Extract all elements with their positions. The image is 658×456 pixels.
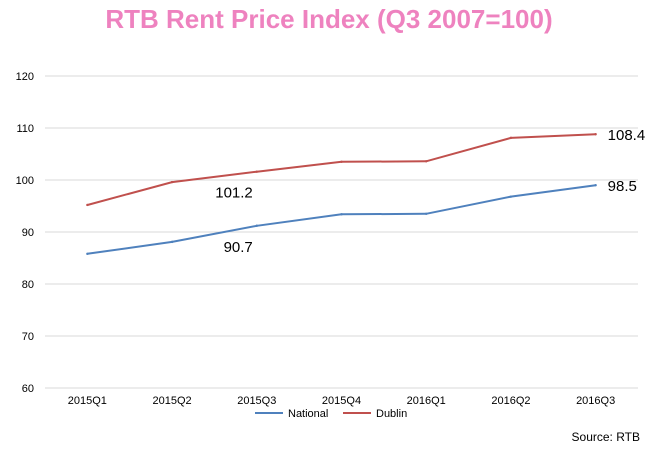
- data-point: [170, 180, 174, 184]
- x-tick-label: 2015Q2: [152, 395, 191, 407]
- data-point: [509, 136, 513, 140]
- data-label: 108.4: [608, 127, 646, 144]
- y-tick-label: 90: [22, 227, 34, 239]
- data-point: [425, 212, 428, 215]
- data-point: [340, 213, 343, 216]
- x-tick-label: 2016Q3: [576, 395, 615, 407]
- data-label: 98.5: [608, 178, 637, 195]
- y-tick-label: 70: [22, 331, 34, 343]
- data-point: [425, 160, 428, 163]
- data-point: [86, 203, 89, 207]
- y-tick-label: 100: [16, 175, 34, 187]
- source-note: Source: RTB: [571, 430, 640, 444]
- data-point: [170, 240, 174, 244]
- data-point: [340, 160, 343, 163]
- x-tick-label: 2015Q1: [68, 395, 107, 407]
- y-tick-label: 80: [22, 279, 34, 291]
- chart-title: RTB Rent Price Index (Q3 2007=100): [105, 4, 553, 34]
- y-tick-label: 60: [22, 383, 34, 395]
- series-line-national: [87, 184, 596, 255]
- x-tick-label: 2015Q3: [237, 395, 276, 407]
- data-point: [594, 133, 597, 136]
- x-tick-label: 2015Q4: [322, 395, 361, 407]
- y-tick-label: 120: [16, 71, 34, 83]
- legend-label: Dublin: [376, 408, 407, 420]
- data-point: [86, 252, 89, 256]
- data-point: [255, 170, 258, 173]
- data-label: 101.2: [215, 185, 253, 202]
- x-tick-label: 2016Q2: [491, 395, 530, 407]
- data-point: [594, 184, 597, 187]
- y-tick-label: 110: [16, 123, 34, 135]
- data-point: [509, 195, 513, 198]
- legend-label: National: [288, 408, 328, 420]
- series-line-dublin: [87, 133, 596, 206]
- data-point: [255, 224, 258, 227]
- x-tick-label: 2016Q1: [407, 395, 446, 407]
- data-label: 90.7: [224, 239, 253, 256]
